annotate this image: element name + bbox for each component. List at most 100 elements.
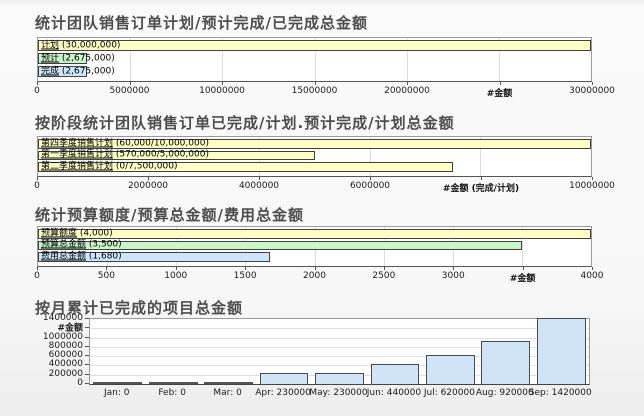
tick-mark <box>175 267 177 270</box>
chart-title: 按月累计已完成的项目总金额 <box>35 299 244 317</box>
bar-sep[interactable] <box>536 318 586 384</box>
bar-budget-total[interactable]: 预算总金额 (3,500) <box>38 239 522 251</box>
bar-label: 完成 (2,675,000) <box>41 66 115 76</box>
tick-mark <box>522 267 524 270</box>
bar-name-link[interactable]: 费用总金额 <box>41 251 87 262</box>
bar-name-link[interactable]: 预算额度 <box>41 228 78 239</box>
category-label: Mar: 0 <box>213 388 242 398</box>
tick-label: 5000000 <box>109 86 150 96</box>
tick-mark <box>592 177 593 180</box>
x-axis: 0 500 1000 1500 2000 2500 3000 #金额 4000 <box>34 267 603 284</box>
chart-title: 统计预算额度/预算总金额/费用总金额 <box>35 206 304 224</box>
tick-mark <box>383 267 385 270</box>
tick-mark <box>148 177 149 180</box>
bar-name-link[interactable]: 第二季度销售计划 <box>41 161 114 172</box>
tick-label: 20000000 <box>384 86 430 96</box>
tick-mark <box>499 82 501 85</box>
tick-label: 1000000 <box>42 331 83 342</box>
tick-label: 30000000 <box>569 86 615 96</box>
x-axis: 0 2000000 4000000 6000000 #金额 (完成/计划) 1000000… <box>34 177 615 194</box>
tick-mark <box>85 327 89 329</box>
bar-name-link[interactable]: 预算总金额 <box>41 239 87 250</box>
bar-name-link[interactable]: 第一季度销售计划 <box>41 149 114 160</box>
bar-label: 预算额度 (4,000) <box>41 228 113 239</box>
bar-jul[interactable] <box>425 355 475 384</box>
tick-mark <box>314 267 316 270</box>
gridline <box>90 356 589 358</box>
gridline <box>406 38 408 81</box>
bar-name-link[interactable]: 完成 <box>41 66 60 76</box>
tick-label: 3000 <box>441 271 465 281</box>
tick-label: 0 <box>77 378 83 388</box>
tick-label: 400000 <box>48 359 83 370</box>
bar-q2-sales-plan[interactable]: 第二季度销售计划 (0/7,500,000) <box>38 162 453 172</box>
category-label: Jan: 0 <box>103 388 130 398</box>
tick-mark <box>85 364 89 366</box>
chart-title: 按阶段统计团队销售订单已完成/计划.预计完成/计划总金额 <box>35 114 455 132</box>
tick-mark <box>85 355 89 357</box>
plot-area <box>89 318 590 385</box>
bar-budget-quota[interactable]: 预算额度 (4,000) <box>38 229 591 239</box>
bar-plan[interactable]: 计划 (30,000,000) <box>38 40 591 51</box>
tick-label: 1000 <box>164 271 188 281</box>
tick-mark <box>259 177 260 180</box>
bar-q1-sales-plan[interactable]: 第一季度销售计划 (570,000/5,000,000) <box>38 149 315 161</box>
x-axis: Jan: 0 Feb: 0 Mar: 0 Apr: 230000 May: 230000… <box>89 386 592 400</box>
bar-label: 第四季度销售计划 (60,000/10,000,000) <box>41 138 209 149</box>
bar-may[interactable] <box>315 373 364 384</box>
plot-area: 第四季度销售计划 (60,000/10,000,000) 第一季度销售计划 (57… <box>37 136 592 177</box>
tick-mark <box>85 383 89 384</box>
bar-mar[interactable] <box>204 382 253 384</box>
plot-area: 预算额度 (4,000) 预算总金额 (3,500) 费用总金额 (1,680) <box>37 226 592 267</box>
gridline <box>480 137 482 176</box>
category-label: May: 230000 <box>309 388 368 398</box>
gridline <box>90 346 589 348</box>
bar-name-link[interactable]: 第四季度销售计划 <box>41 138 114 149</box>
tick-mark <box>37 267 38 270</box>
tick-label: 2000000 <box>127 181 169 191</box>
bar-label: 计划 (30,000,000) <box>41 40 121 50</box>
plot-area: 计划 (30,000,000) 预计 (2,675,000) 完成 (2,675,0… <box>37 37 592 82</box>
bar-feb[interactable] <box>148 382 198 384</box>
chart-title: 统计团队销售订单计划/预计完成/已完成总金额 <box>35 14 368 32</box>
bar-label: 预算总金额 (3,500) <box>41 239 122 250</box>
bar-forecast[interactable]: 预计 (2,675,000) <box>38 53 115 64</box>
category-label: Aug: 920000 <box>475 388 534 398</box>
tick-mark <box>370 177 371 180</box>
tick-label: 10000000 <box>199 86 245 96</box>
tick-mark <box>106 267 108 270</box>
tick-mark <box>85 345 89 347</box>
bar-label: 第二季度销售计划 (0/7,500,000) <box>41 161 178 172</box>
tick-label: 15000000 <box>291 86 338 96</box>
tick-label: 6000000 <box>349 181 391 191</box>
bar-expense-total[interactable]: 费用总金额 (1,680) <box>38 251 271 262</box>
gridline <box>90 337 589 339</box>
bar-name-link[interactable]: 计划 <box>41 40 60 50</box>
tick-label: 2500 <box>372 271 396 281</box>
tick-label: 500 <box>97 271 115 281</box>
tick-mark <box>85 318 89 319</box>
bar-done[interactable]: 完成 (2,675,000) <box>38 66 115 77</box>
bar-name-link[interactable]: 预计 <box>41 53 60 63</box>
tick-label: 800000 <box>48 340 83 351</box>
bar-apr[interactable] <box>259 373 309 384</box>
category-label: Feb: 0 <box>158 388 186 398</box>
tick-mark <box>407 82 408 85</box>
bar-label: 第一季度销售计划 (570,000/5,000,000) <box>41 149 209 160</box>
bar-q4-sales-plan[interactable]: 第四季度销售计划 (60,000/10,000,000) <box>38 139 591 149</box>
tick-mark <box>85 373 89 375</box>
gridline <box>369 137 371 176</box>
axis-title: #金额 <box>486 89 513 99</box>
category-label: Jul: 620000 <box>423 388 475 398</box>
tick-label: 0 <box>34 271 40 281</box>
tick-mark <box>592 82 593 85</box>
bar-aug[interactable] <box>481 341 531 384</box>
gridline <box>314 38 316 81</box>
gridline <box>498 38 500 81</box>
bar-jun[interactable] <box>370 363 420 384</box>
bar-jan[interactable] <box>93 382 143 384</box>
tick-mark <box>129 82 131 85</box>
tick-mark <box>37 82 38 85</box>
tick-label: 0 <box>34 181 40 191</box>
